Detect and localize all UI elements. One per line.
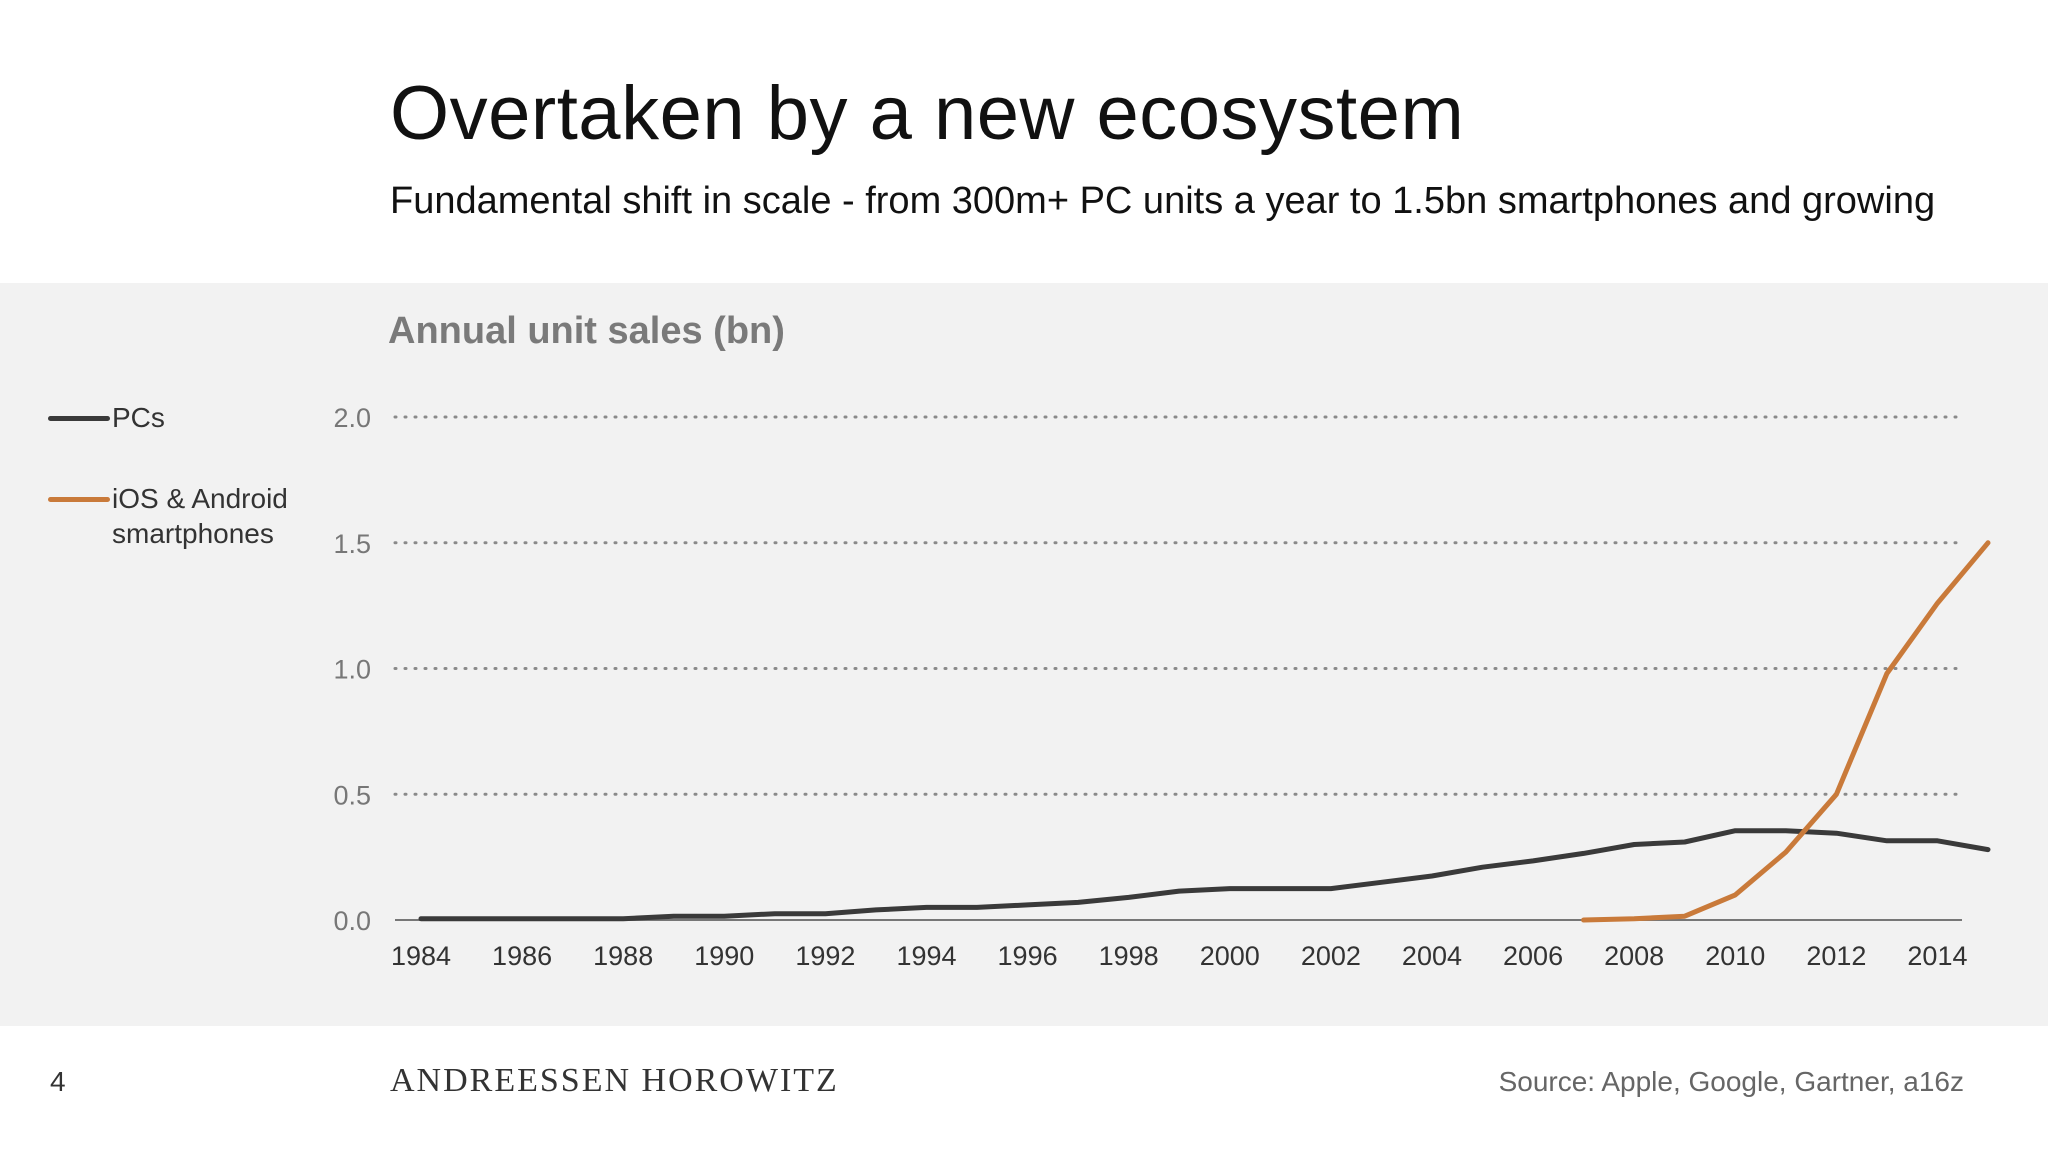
y-tick-label: 1.5 — [333, 529, 371, 559]
x-tick-label: 2000 — [1200, 941, 1260, 971]
page-number: 4 — [50, 1066, 66, 1097]
y-tick-label: 2.0 — [333, 403, 371, 433]
series-line-smartphones — [1581, 540, 1991, 923]
x-tick-label: 1986 — [492, 941, 552, 971]
x-tick-label: 2014 — [1907, 941, 1967, 971]
x-tick-label: 2010 — [1705, 941, 1765, 971]
legend-item-smartphones: iOS & Android smartphones — [48, 481, 308, 551]
x-tick-label: 1984 — [391, 941, 451, 971]
source-note: Source: Apple, Google, Gartner, a16z — [1498, 1066, 1964, 1097]
x-tick-label: 1996 — [998, 941, 1058, 971]
chart-panel — [0, 283, 2048, 1026]
brand-logo-text: ANDREESSEN HOROWITZ — [390, 1062, 839, 1099]
y-tick-label: 0.0 — [333, 906, 371, 936]
legend-label-smartphones-line2: smartphones — [112, 518, 274, 549]
page-subtitle: Fundamental shift in scale - from 300m+ … — [390, 180, 1936, 222]
x-tick-label: 2008 — [1604, 941, 1664, 971]
x-tick-label: 1998 — [1099, 941, 1159, 971]
legend-item-pcs: PCs — [48, 400, 308, 435]
y-tick-label: 1.0 — [333, 655, 371, 685]
legend-swatch-smartphones — [48, 497, 110, 502]
chart-legend: PCs iOS & Android smartphones — [48, 400, 308, 597]
x-tick-label: 2012 — [1806, 941, 1866, 971]
legend-swatch-pcs — [48, 416, 110, 421]
series-line-pcs — [418, 828, 1991, 922]
page-title: Overtaken by a new ecosystem — [390, 71, 1465, 156]
chart-title: Annual unit sales (bn) — [388, 310, 785, 352]
legend-label-smartphones-line1: iOS & Android — [112, 483, 288, 514]
x-tick-label: 1990 — [694, 941, 754, 971]
y-tick-label: 0.5 — [333, 780, 371, 810]
x-tick-label: 1992 — [795, 941, 855, 971]
x-tick-label: 2002 — [1301, 941, 1361, 971]
x-tick-label: 1988 — [593, 941, 653, 971]
x-tick-label: 1994 — [896, 941, 956, 971]
x-tick-label: 2006 — [1503, 941, 1563, 971]
legend-label-pcs: PCs — [112, 402, 165, 433]
x-tick-label: 2004 — [1402, 941, 1462, 971]
